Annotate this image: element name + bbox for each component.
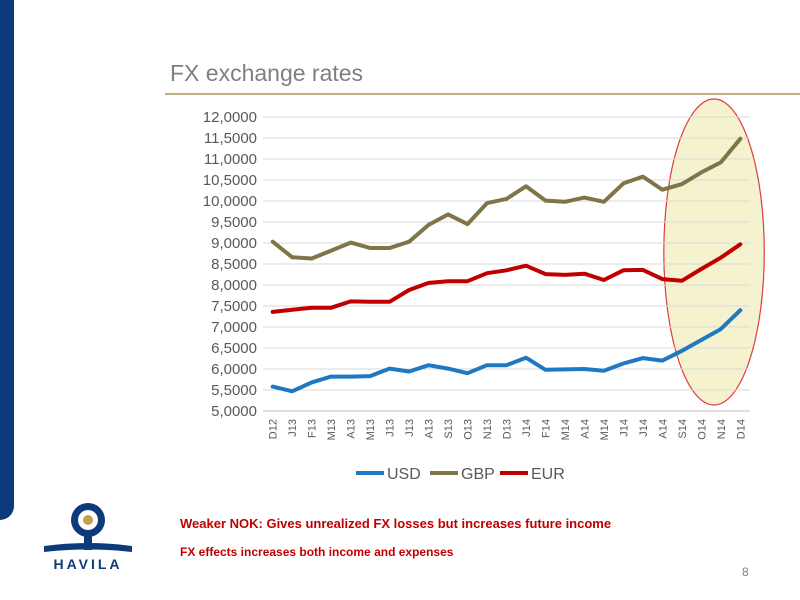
x-tick-label: M14 bbox=[599, 419, 611, 440]
x-tick-label: D13 bbox=[502, 419, 514, 439]
x-tick-label: J14 bbox=[618, 419, 630, 437]
havila-logo-icon bbox=[44, 503, 132, 552]
x-tick-label: S14 bbox=[677, 419, 689, 439]
y-tick-label: 10,5000 bbox=[203, 172, 257, 189]
y-tick-label: 7,0000 bbox=[211, 319, 257, 336]
x-tick-label: F14 bbox=[540, 419, 552, 438]
series-line-gbp bbox=[270, 136, 743, 261]
x-tick-label: S13 bbox=[443, 419, 455, 439]
page-number: 8 bbox=[742, 565, 749, 579]
series-line-usd bbox=[270, 308, 743, 394]
brand-side-bar bbox=[0, 0, 14, 520]
x-tick-label: A13 bbox=[346, 419, 358, 439]
highlight-ellipse bbox=[663, 98, 765, 406]
x-tick-label: D12 bbox=[268, 419, 280, 439]
x-tick-label: N13 bbox=[482, 419, 494, 439]
x-tick-label: N14 bbox=[716, 419, 728, 439]
x-tick-label: O13 bbox=[463, 419, 475, 440]
slide-title: FX exchange rates bbox=[170, 60, 364, 86]
legend-label-eur: EUR bbox=[531, 466, 565, 483]
x-tick-label: M13 bbox=[326, 419, 338, 440]
x-tick-label: M14 bbox=[560, 419, 572, 440]
y-tick-label: 9,5000 bbox=[211, 214, 257, 231]
x-tick-label: O14 bbox=[696, 419, 708, 440]
x-tick-label: J13 bbox=[287, 419, 299, 437]
y-tick-label: 6,5000 bbox=[211, 340, 257, 357]
y-tick-label: 7,5000 bbox=[211, 298, 257, 315]
title-divider bbox=[165, 93, 800, 95]
x-tick-label: A13 bbox=[424, 419, 436, 439]
x-tick-label: F13 bbox=[307, 419, 319, 438]
x-tick-label: J14 bbox=[638, 419, 650, 437]
legend-label-gbp: GBP bbox=[461, 466, 495, 483]
y-tick-label: 8,0000 bbox=[211, 277, 257, 294]
note-primary: Weaker NOK: Gives unrealized FX losses b… bbox=[180, 516, 612, 531]
x-tick-label: D14 bbox=[735, 419, 747, 439]
y-tick-label: 10,0000 bbox=[203, 193, 257, 210]
y-tick-label: 12,0000 bbox=[203, 109, 257, 126]
x-tick-label: J13 bbox=[385, 419, 397, 437]
x-tick-label: J14 bbox=[521, 419, 533, 437]
note-secondary: FX effects increases both income and exp… bbox=[180, 545, 454, 559]
x-tick-label: A14 bbox=[579, 419, 591, 439]
legend-label-usd: USD bbox=[387, 466, 421, 483]
logo-text: HAVILA bbox=[53, 556, 123, 572]
x-tick-label: A14 bbox=[657, 419, 669, 439]
y-tick-label: 5,0000 bbox=[211, 403, 257, 420]
x-tick-label: J13 bbox=[404, 419, 416, 437]
y-tick-label: 11,5000 bbox=[204, 130, 257, 147]
x-tick-label: M13 bbox=[365, 419, 377, 440]
y-tick-label: 8,5000 bbox=[211, 256, 257, 273]
y-tick-label: 9,0000 bbox=[211, 235, 257, 252]
y-tick-label: 6,0000 bbox=[211, 361, 257, 378]
series-line-eur bbox=[270, 242, 743, 314]
y-tick-label: 5,5000 bbox=[211, 382, 257, 399]
y-tick-label: 11,0000 bbox=[204, 151, 257, 168]
